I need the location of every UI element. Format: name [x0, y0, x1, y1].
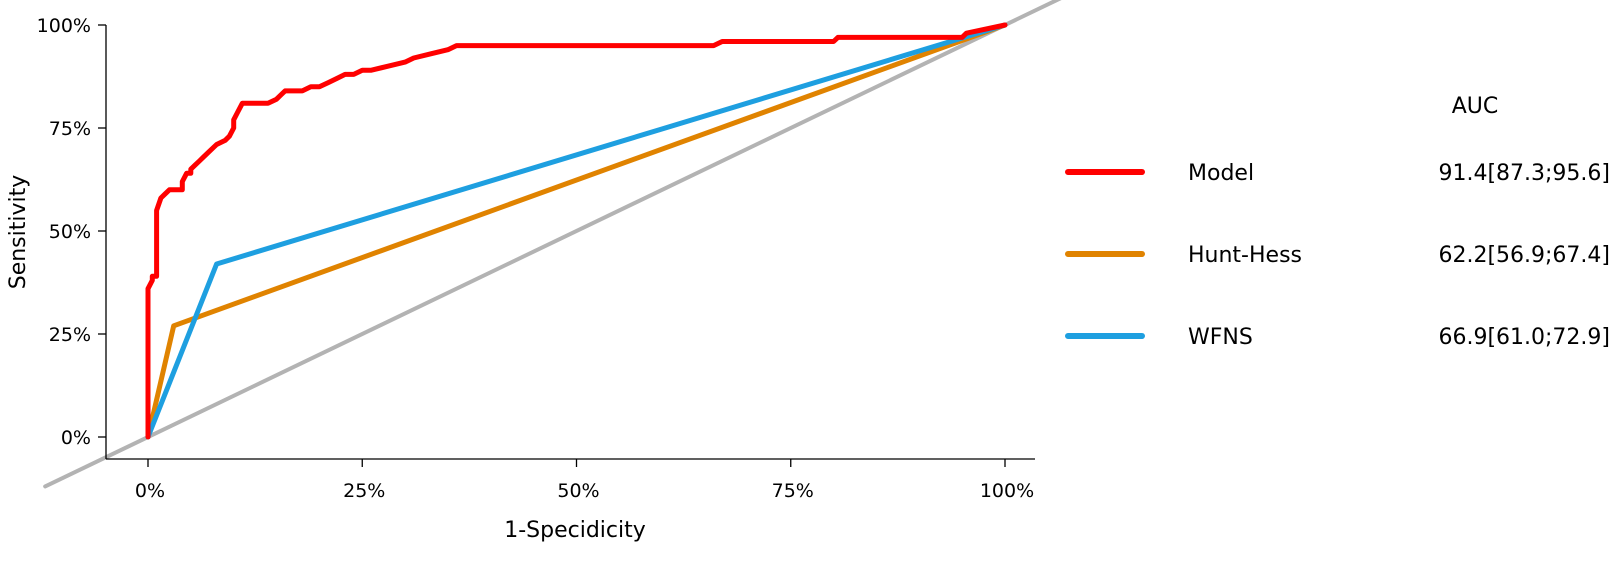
x-tick-label: 50%: [557, 480, 599, 502]
y-tick-label: 25%: [49, 324, 91, 346]
y-tick-label: 50%: [49, 221, 91, 243]
legend-label-model: Model: [1188, 161, 1254, 186]
legend-header-auc: AUC: [1452, 94, 1499, 119]
y-tick-label: 0%: [61, 427, 91, 449]
axes-layer: 0% 25% 50% 75% 100% 0% 25% 50% 75% 100%: [37, 15, 1035, 502]
y-tick-label: 100%: [37, 15, 91, 37]
series-line-hunt-hess: [145, 22, 1008, 440]
series-line-model: [145, 22, 1008, 440]
legend-label-wfns: WFNS: [1188, 325, 1253, 350]
x-tick-label: 75%: [772, 480, 814, 502]
legend-auc-hunt-hess: 62.2[56.9;67.4]: [1438, 243, 1610, 268]
y-tick-label: 75%: [49, 118, 91, 140]
x-tick-label: 25%: [343, 480, 385, 502]
legend: AUC Model 91.4[87.3;95.6] Hunt-Hess 62.2[56.…: [1065, 94, 1610, 350]
reference-diagonal-line: [43, 0, 1062, 489]
reference-line-layer: [43, 0, 1062, 489]
series-line-wfns: [145, 22, 1008, 440]
x-axis-title: 1-Specidicity: [504, 518, 646, 543]
x-tick-label: 100%: [980, 480, 1034, 502]
legend-label-hunt-hess: Hunt-Hess: [1188, 243, 1302, 268]
legend-auc-model: 91.4[87.3;95.6]: [1438, 161, 1610, 186]
legend-auc-wfns: 66.9[61.0;72.9]: [1438, 325, 1610, 350]
x-tick-label: 0%: [135, 480, 165, 502]
series-layer: [145, 22, 1008, 440]
y-axis-title: Sensitivity: [6, 175, 31, 290]
